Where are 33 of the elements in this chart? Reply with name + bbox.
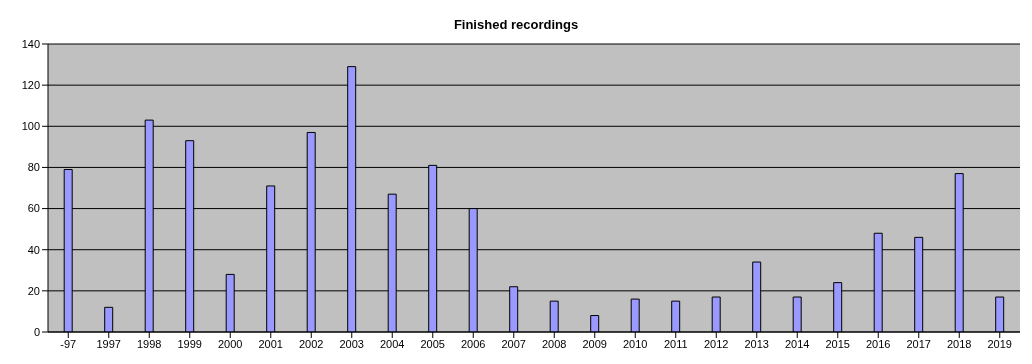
- y-tick-label: 80: [27, 161, 40, 174]
- x-tick-label: 2017: [906, 337, 931, 350]
- x-tick-label: 1997: [96, 337, 121, 350]
- y-tick-label: 140: [21, 37, 40, 50]
- x-tick-label: 2001: [258, 337, 283, 350]
- x-tick-label: 2010: [623, 337, 648, 350]
- x-tick-label: 2007: [501, 337, 526, 350]
- x-tick-label: 2018: [947, 337, 972, 350]
- x-tick-label: 2005: [420, 337, 445, 350]
- x-tick-label: 2009: [582, 337, 607, 350]
- x-tick-label: 2004: [380, 337, 405, 350]
- y-tick-label: 100: [21, 120, 40, 133]
- chart-title: Finished recordings: [452, 16, 580, 34]
- x-tick-label: 2011: [663, 337, 688, 350]
- x-tick-label: 2019: [987, 337, 1012, 350]
- x-tick-label: 2015: [825, 337, 850, 350]
- x-tick-label: 1998: [137, 337, 162, 350]
- y-tick-label: 0: [33, 325, 40, 338]
- x-tick-label: 1999: [177, 337, 202, 350]
- x-tick-label: 2016: [866, 337, 891, 350]
- x-tick-label: 2000: [218, 337, 243, 350]
- y-tick-label: 40: [27, 243, 40, 256]
- y-tick-label: 120: [21, 79, 40, 92]
- x-tick-label: 2003: [339, 337, 364, 350]
- x-tick-label: 2012: [704, 337, 729, 350]
- y-tick-label: 20: [27, 284, 40, 297]
- x-tick-label: 2006: [461, 337, 486, 350]
- x-tick-label: 2013: [744, 337, 769, 350]
- x-tick-label: -97: [60, 337, 77, 350]
- x-tick-label: 2002: [299, 337, 324, 350]
- x-tick-label: 2014: [785, 337, 810, 350]
- y-tick-label: 60: [27, 202, 40, 215]
- x-tick-label: 2008: [542, 337, 567, 350]
